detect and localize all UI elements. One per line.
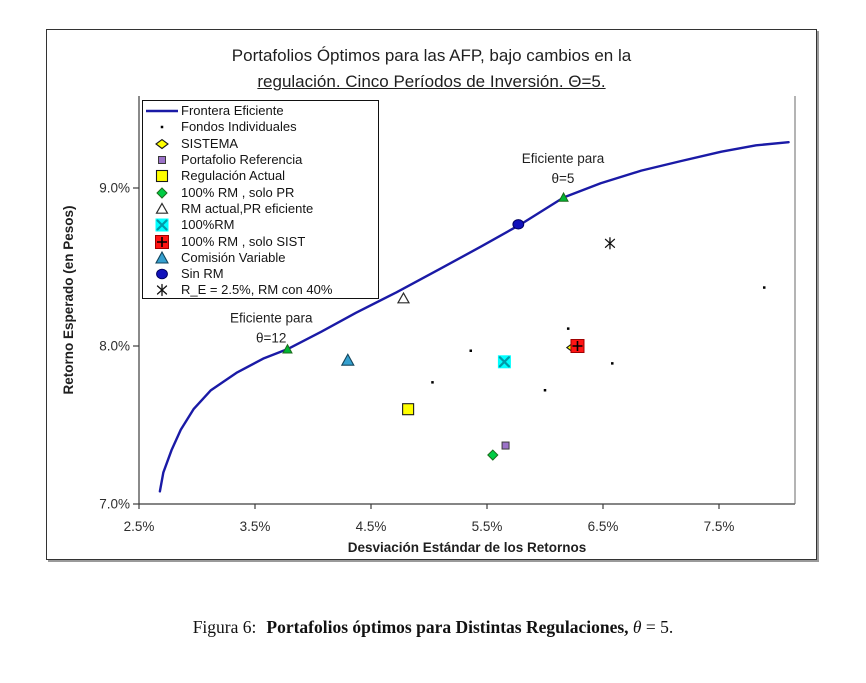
legend-label: RM actual,PR eficiente bbox=[181, 200, 314, 216]
legend-marker-red-plus-square bbox=[155, 234, 169, 249]
legend-label: Portafolio Referencia bbox=[181, 152, 303, 168]
svg-text:θ=12: θ=12 bbox=[256, 331, 286, 346]
y-tick-label: 9.0% bbox=[99, 181, 130, 196]
y-tick-label: 8.0% bbox=[99, 339, 130, 354]
legend-item: RM actual,PR eficiente bbox=[143, 201, 378, 217]
legend-item: SISTEMA bbox=[143, 136, 378, 152]
chart-title-line2: regulación. Cinco Períodos de Inversión.… bbox=[257, 72, 606, 91]
legend-item: Portafolio Referencia bbox=[143, 152, 378, 168]
legend: Frontera Eficiente Fondos Individuales SIS… bbox=[142, 100, 379, 299]
legend-marker-green-diamond bbox=[156, 186, 168, 199]
y-axis-label: Retorno Esperado (en Pesos) bbox=[61, 205, 76, 394]
series-rm-actual-pr-eficiente bbox=[396, 291, 411, 304]
legend-label: SISTEMA bbox=[181, 135, 239, 151]
y-tick-label: 7.0% bbox=[99, 497, 130, 512]
svg-text:Eficiente para: Eficiente para bbox=[522, 151, 605, 166]
series-regulaci-n-actual bbox=[402, 403, 415, 416]
legend-item: 100% RM , solo SIST bbox=[143, 233, 378, 249]
caption-title: Portafolios óptimos para Distintas Regul… bbox=[266, 617, 629, 637]
annotation-1: Eficiente para θ=12 bbox=[230, 311, 313, 346]
series-100-rm bbox=[497, 355, 511, 369]
legend-label: Fondos Individuales bbox=[181, 119, 297, 135]
legend-label: 100%RM bbox=[181, 217, 235, 233]
x-tick-label: 7.5% bbox=[704, 519, 735, 534]
annotation-0: Eficiente para θ=5 bbox=[522, 151, 605, 186]
legend-marker-open-triangle bbox=[155, 202, 169, 214]
legend-item: 100%RM bbox=[143, 217, 378, 233]
figure-caption: Figura 6: Portafolios óptimos para Distin… bbox=[0, 617, 866, 638]
plot-frame bbox=[138, 96, 796, 505]
legend-marker-blue-triangle bbox=[155, 250, 169, 264]
legend-marker-dot bbox=[160, 126, 164, 129]
x-tick-label: 6.5% bbox=[588, 519, 619, 534]
legend-item: Sin RM bbox=[143, 266, 378, 282]
legend-item: 100% RM , solo PR bbox=[143, 184, 378, 200]
legend-item: R_E = 2.5%, RM con 40% bbox=[143, 282, 378, 298]
legend-marker-cyan-x-square bbox=[155, 218, 169, 232]
series-100-rm-solo-pr bbox=[487, 449, 499, 461]
legend-marker-purple-square bbox=[158, 156, 166, 165]
svg-text:θ=5: θ=5 bbox=[552, 171, 575, 186]
legend-label: Frontera Eficiente bbox=[181, 103, 284, 119]
plot-area: 2.5% 3.5% 4.5% 5.5% 6.5% 7.5% 7.0% 8.0% 9.0% Desv… bbox=[61, 96, 796, 555]
frontier-line bbox=[158, 140, 790, 493]
legend-marker-navy-circle bbox=[156, 268, 168, 280]
x-tick-label: 3.5% bbox=[240, 519, 271, 534]
legend-label: 100% RM , solo SIST bbox=[181, 233, 306, 249]
legend-marker-line bbox=[146, 109, 178, 113]
caption-theta-value: = 5. bbox=[641, 617, 674, 637]
legend-item: Comisión Variable bbox=[143, 250, 378, 266]
series-fondos-individuales bbox=[431, 286, 766, 392]
legend-marker-asterisk bbox=[156, 284, 168, 297]
legend-marker-yellow-square bbox=[155, 170, 169, 183]
x-tick-label: 5.5% bbox=[472, 519, 503, 534]
x-tick-label: 2.5% bbox=[124, 519, 155, 534]
legend-item: Frontera Eficiente bbox=[143, 103, 378, 119]
legend-label: Sin RM bbox=[181, 266, 224, 282]
chart-title-line1: Portafolios Óptimos para las AFP, bajo c… bbox=[231, 46, 632, 65]
series-comisi-n-variable bbox=[340, 353, 355, 366]
legend-label: Regulación Actual bbox=[181, 168, 286, 184]
frontier-efficient-markers bbox=[282, 191, 569, 354]
caption-label: Figura 6: bbox=[192, 617, 257, 637]
series-r-e-2-5-rm-con-40- bbox=[604, 237, 616, 250]
legend-label: R_E = 2.5%, RM con 40% bbox=[181, 282, 333, 298]
legend-item: Regulación Actual bbox=[143, 168, 378, 184]
series-portafolio-referencia bbox=[501, 441, 510, 450]
x-tick-label: 4.5% bbox=[356, 519, 387, 534]
caption-theta: θ bbox=[632, 617, 642, 637]
legend-item: Fondos Individuales bbox=[143, 119, 378, 135]
series-sin-rm bbox=[512, 219, 525, 230]
series-100-rm-solo-sist bbox=[570, 339, 585, 353]
legend-label: Comisión Variable bbox=[181, 249, 286, 265]
legend-label: 100% RM , solo PR bbox=[181, 184, 295, 200]
legend-marker-sistema-diamond bbox=[155, 138, 169, 149]
x-axis-label: Desviación Estándar de los Retornos bbox=[348, 540, 587, 555]
chart-title: Portafolios Óptimos para las AFP, bajo c… bbox=[47, 43, 816, 95]
svg-text:Eficiente para: Eficiente para bbox=[230, 311, 313, 326]
chart: 2.5% 3.5% 4.5% 5.5% 6.5% 7.5% 7.0% 8.0% 9.0% Desv… bbox=[46, 29, 817, 560]
